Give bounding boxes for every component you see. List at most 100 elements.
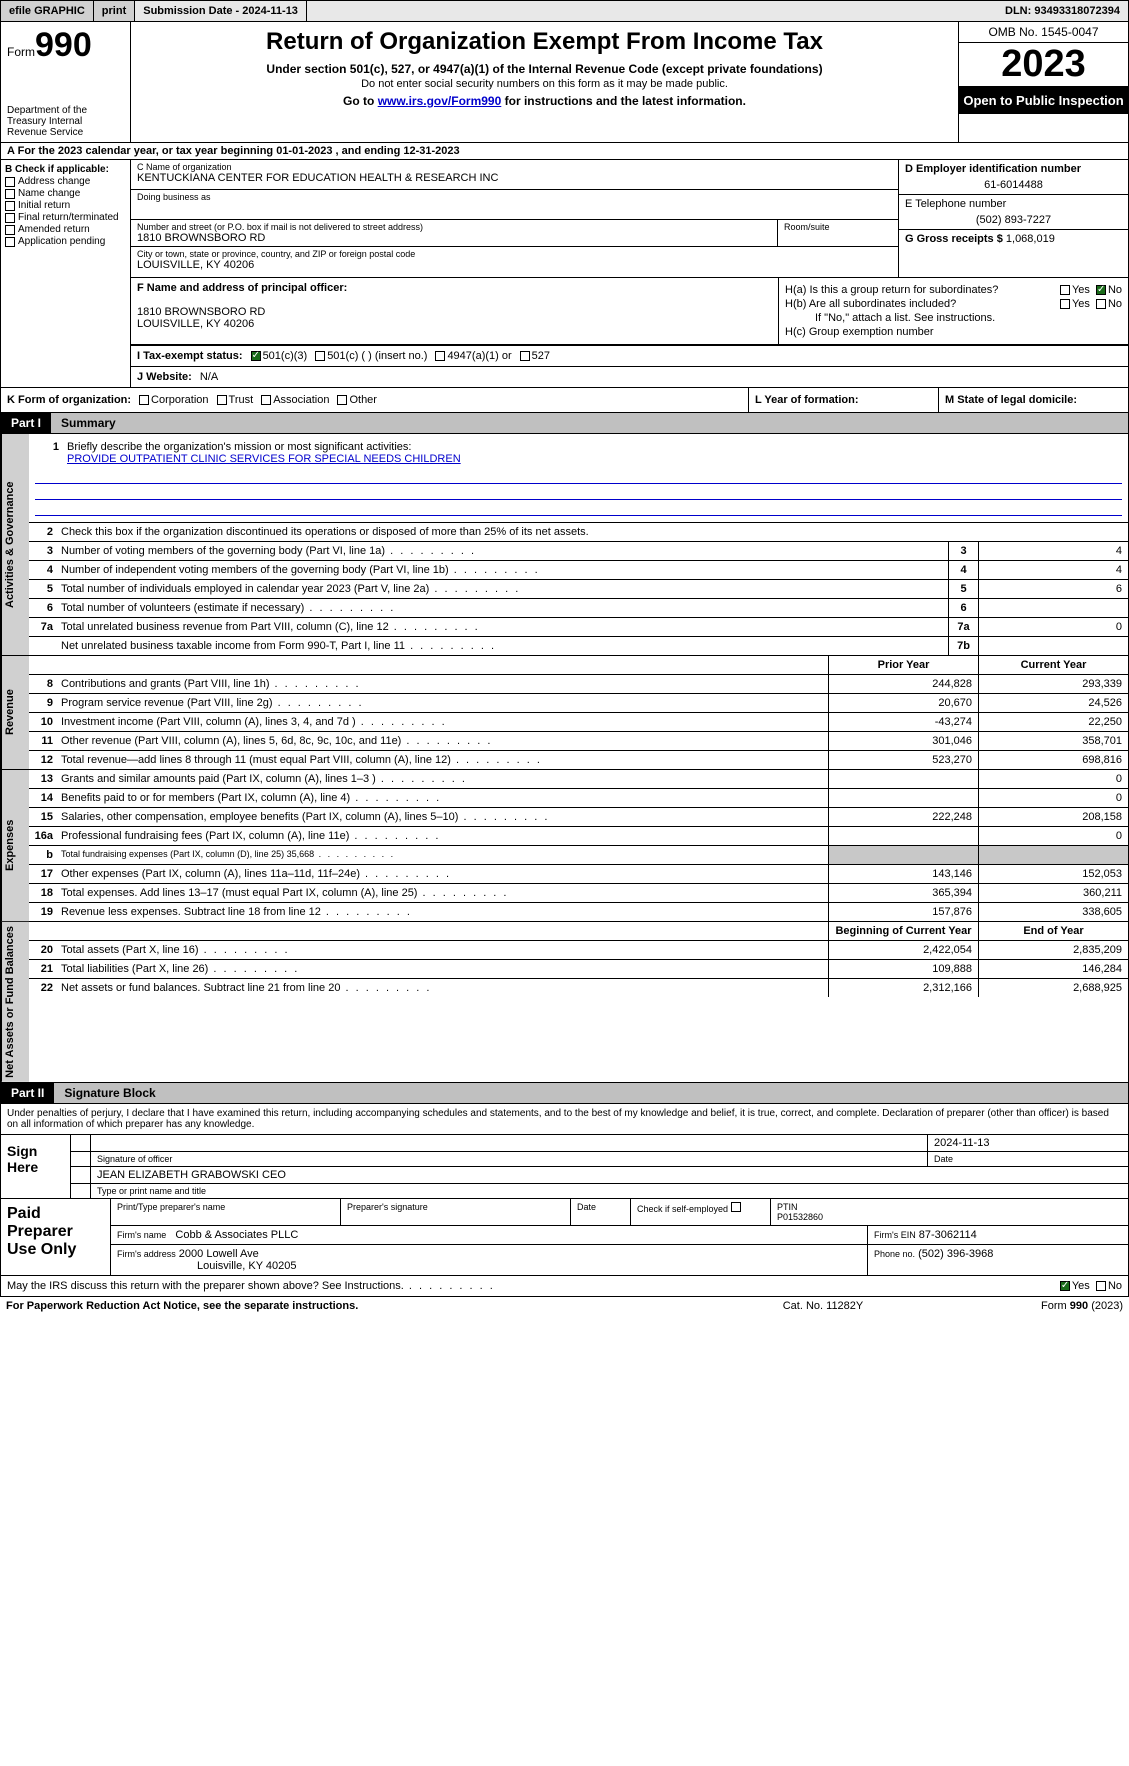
chk-501c3[interactable] xyxy=(251,351,261,361)
box-l: L Year of formation: xyxy=(748,388,938,412)
summary-row: Net unrelated business taxable income fr… xyxy=(29,637,1128,655)
chk-self-employed[interactable] xyxy=(731,1202,741,1212)
page-footer: For Paperwork Reduction Act Notice, see … xyxy=(0,1297,1129,1315)
submission-date: Submission Date - 2024-11-13 xyxy=(135,1,307,21)
open-inspection: Open to Public Inspection xyxy=(959,87,1128,114)
summary-row: 7aTotal unrelated business revenue from … xyxy=(29,618,1128,637)
chk-corp[interactable] xyxy=(139,395,149,405)
summary-row: 15Salaries, other compensation, employee… xyxy=(29,808,1128,827)
identity-grid: B Check if applicable: Address change Na… xyxy=(0,160,1129,388)
paid-preparer-block: Paid Preparer Use Only Print/Type prepar… xyxy=(0,1199,1129,1276)
officer-name: JEAN ELIZABETH GRABOWSKI CEO xyxy=(91,1167,1128,1183)
chk-ha-no[interactable] xyxy=(1096,285,1106,295)
section-revenue: Revenue Prior YearCurrent Year 8Contribu… xyxy=(0,656,1129,770)
summary-row: 8Contributions and grants (Part VIII, li… xyxy=(29,675,1128,694)
summary-row: 18Total expenses. Add lines 13–17 (must … xyxy=(29,884,1128,903)
chk-hb-no[interactable] xyxy=(1096,299,1106,309)
firm-name: Cobb & Associates PLLC xyxy=(175,1229,298,1241)
summary-row: 19Revenue less expenses. Subtract line 1… xyxy=(29,903,1128,921)
form-subtitle: Under section 501(c), 527, or 4947(a)(1)… xyxy=(139,62,950,76)
box-f: F Name and address of principal officer:… xyxy=(131,278,778,344)
org-city: LOUISVILLE, KY 40206 xyxy=(137,259,892,271)
ssn-note: Do not enter social security numbers on … xyxy=(139,78,950,90)
firm-addr2: Louisville, KY 40205 xyxy=(197,1260,296,1272)
website-val: N/A xyxy=(200,371,218,383)
chk-application-pending[interactable] xyxy=(5,237,15,247)
chk-discuss-yes[interactable] xyxy=(1060,1281,1070,1291)
chk-ha-yes[interactable] xyxy=(1060,285,1070,295)
box-b: B Check if applicable: Address change Na… xyxy=(1,160,131,387)
form-header: Form990 Department of the Treasury Inter… xyxy=(0,22,1129,143)
row-klm: K Form of organization: Corporation Trus… xyxy=(0,388,1129,413)
part1-header: Part I Summary xyxy=(0,413,1129,434)
box-h: H(a) Is this a group return for subordin… xyxy=(778,278,1128,344)
box-i: I Tax-exempt status: 501(c)(3) 501(c) ( … xyxy=(131,345,1128,367)
summary-row: 10Investment income (Part VIII, column (… xyxy=(29,713,1128,732)
chk-4947[interactable] xyxy=(435,351,445,361)
chk-initial-return[interactable] xyxy=(5,201,15,211)
summary-row: 9Program service revenue (Part VIII, lin… xyxy=(29,694,1128,713)
chk-name-change[interactable] xyxy=(5,189,15,199)
vtab-governance: Activities & Governance xyxy=(1,434,29,655)
box-c: C Name of organization KENTUCKIANA CENTE… xyxy=(131,160,898,277)
efile-graphic-button[interactable]: efile GRAPHIC xyxy=(1,1,94,21)
sign-here-block: Sign Here 2024-11-13 Signature of office… xyxy=(0,1135,1129,1199)
form-title: Return of Organization Exempt From Incom… xyxy=(139,28,950,56)
firm-phone: (502) 396-3968 xyxy=(918,1248,993,1260)
chk-amended-return[interactable] xyxy=(5,225,15,235)
section-net-assets: Net Assets or Fund Balances Beginning of… xyxy=(0,922,1129,1083)
summary-row: bTotal fundraising expenses (Part IX, co… xyxy=(29,846,1128,865)
chk-assoc[interactable] xyxy=(261,395,271,405)
org-street: 1810 BROWNSBORO RD xyxy=(137,232,771,244)
mission-text: PROVIDE OUTPATIENT CLINIC SERVICES FOR S… xyxy=(67,453,461,465)
chk-discuss-no[interactable] xyxy=(1096,1281,1106,1291)
tax-year: 2023 xyxy=(959,43,1128,87)
summary-row: 3Number of voting members of the governi… xyxy=(29,542,1128,561)
section-governance: Activities & Governance 1Briefly describ… xyxy=(0,434,1129,656)
print-button[interactable]: print xyxy=(94,1,135,21)
summary-row: 20Total assets (Part X, line 16)2,422,05… xyxy=(29,941,1128,960)
summary-row: 22Net assets or fund balances. Subtract … xyxy=(29,979,1128,997)
ptin: P01532860 xyxy=(777,1212,823,1222)
summary-row: 21Total liabilities (Part X, line 26)109… xyxy=(29,960,1128,979)
signature-declaration: Under penalties of perjury, I declare th… xyxy=(0,1104,1129,1135)
summary-row: 16aProfessional fundraising fees (Part I… xyxy=(29,827,1128,846)
instructions-line: Go to www.irs.gov/Form990 for instructio… xyxy=(139,94,950,108)
chk-hb-yes[interactable] xyxy=(1060,299,1070,309)
chk-trust[interactable] xyxy=(217,395,227,405)
gross-receipts: 1,068,019 xyxy=(1006,233,1055,245)
row-a-taxyear: A For the 2023 calendar year, or tax yea… xyxy=(0,143,1129,160)
chk-address-change[interactable] xyxy=(5,177,15,187)
dln: DLN: 93493318072394 xyxy=(997,3,1128,19)
summary-row: 14Benefits paid to or for members (Part … xyxy=(29,789,1128,808)
summary-row: 11Other revenue (Part VIII, column (A), … xyxy=(29,732,1128,751)
chk-501c[interactable] xyxy=(315,351,325,361)
chk-other[interactable] xyxy=(337,395,347,405)
summary-row: 12Total revenue—add lines 8 through 11 (… xyxy=(29,751,1128,769)
box-m: M State of legal domicile: xyxy=(938,388,1128,412)
box-j: J Website: N/A xyxy=(131,367,1128,387)
vtab-revenue: Revenue xyxy=(1,656,29,769)
vtab-net: Net Assets or Fund Balances xyxy=(1,922,29,1082)
discuss-row: May the IRS discuss this return with the… xyxy=(0,1276,1129,1297)
summary-row: 5Total number of individuals employed in… xyxy=(29,580,1128,599)
omb-number: OMB No. 1545-0047 xyxy=(959,22,1128,43)
irs-link[interactable]: www.irs.gov/Form990 xyxy=(378,94,502,108)
chk-final-return[interactable] xyxy=(5,213,15,223)
firm-addr1: 2000 Lowell Ave xyxy=(179,1248,259,1260)
org-name: KENTUCKIANA CENTER FOR EDUCATION HEALTH … xyxy=(137,172,892,184)
firm-ein: 87-3062114 xyxy=(919,1229,977,1241)
part2-header: Part II Signature Block xyxy=(0,1083,1129,1104)
vtab-expenses: Expenses xyxy=(1,770,29,921)
ein: 61-6014488 xyxy=(905,179,1122,191)
topbar: efile GRAPHIC print Submission Date - 20… xyxy=(0,0,1129,22)
summary-row: 17Other expenses (Part IX, column (A), l… xyxy=(29,865,1128,884)
chk-527[interactable] xyxy=(520,351,530,361)
section-expenses: Expenses 13Grants and similar amounts pa… xyxy=(0,770,1129,922)
phone: (502) 893-7227 xyxy=(905,214,1122,226)
form-number: Form990 xyxy=(7,26,124,65)
summary-row: 13Grants and similar amounts paid (Part … xyxy=(29,770,1128,789)
summary-row: 6Total number of volunteers (estimate if… xyxy=(29,599,1128,618)
summary-row: 4Number of independent voting members of… xyxy=(29,561,1128,580)
sign-date: 2024-11-13 xyxy=(928,1135,1128,1151)
